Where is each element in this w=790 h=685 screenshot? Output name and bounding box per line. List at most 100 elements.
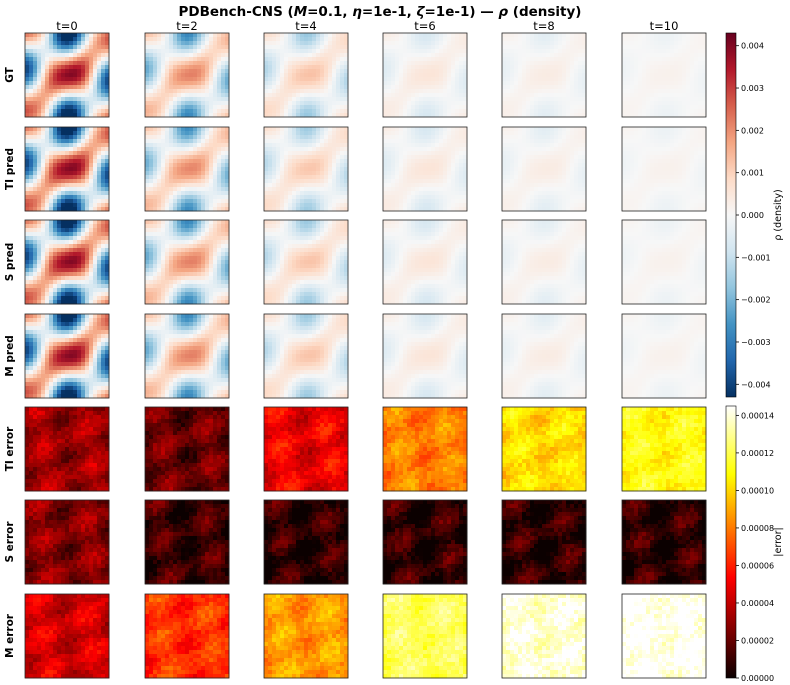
heatmap-cell bbox=[558, 77, 562, 81]
row-labels: GTTI predS predM predTI errorS errorM er… bbox=[4, 66, 16, 658]
heatmap-cell bbox=[97, 101, 101, 105]
heatmap-cell bbox=[221, 101, 225, 105]
heatmap-cell bbox=[89, 65, 93, 69]
heatmap-cell bbox=[534, 69, 538, 73]
heatmap-cell bbox=[638, 49, 642, 53]
heatmap-cell bbox=[25, 77, 29, 81]
heatmap-cell bbox=[506, 97, 510, 101]
heatmap-cell bbox=[650, 45, 654, 49]
heatmap-cell bbox=[193, 101, 197, 105]
heatmap-cell bbox=[97, 97, 101, 101]
heatmap-cell bbox=[73, 53, 77, 57]
heatmap-cell bbox=[332, 53, 336, 57]
heatmap-cell bbox=[340, 41, 344, 45]
heatmap-cell bbox=[145, 41, 149, 45]
heatmap-cell bbox=[29, 101, 33, 105]
row-label: M pred bbox=[4, 335, 16, 376]
heatmap-cell bbox=[61, 61, 65, 65]
heatmap-cell bbox=[157, 61, 161, 65]
heatmap-cell bbox=[153, 109, 157, 113]
heatmap-cell bbox=[570, 41, 574, 45]
heatmap-cell bbox=[566, 81, 570, 85]
heatmap-cell bbox=[678, 65, 682, 69]
heatmap-cell bbox=[312, 65, 316, 69]
heatmap-cell bbox=[201, 93, 205, 97]
heatmap-cell bbox=[316, 49, 320, 53]
heatmap-cell bbox=[312, 77, 316, 81]
heatmap-cell bbox=[169, 85, 173, 89]
heatmap-cell bbox=[101, 69, 105, 73]
heatmap-cell bbox=[89, 53, 93, 57]
heatmap-cell bbox=[332, 61, 336, 65]
heatmap-cell bbox=[510, 85, 514, 89]
heatmap-cell bbox=[686, 69, 690, 73]
heatmap-cell bbox=[574, 65, 578, 69]
heatmap-cell bbox=[538, 61, 542, 65]
heatmap-cell bbox=[340, 65, 344, 69]
heatmap-cell bbox=[324, 81, 328, 85]
heatmap-cell bbox=[419, 81, 423, 85]
heatmap-cell bbox=[534, 101, 538, 105]
heatmap-cell bbox=[682, 61, 686, 65]
heatmap-cell bbox=[666, 33, 670, 37]
heatmap-cell bbox=[522, 37, 526, 41]
heatmap-cell bbox=[49, 89, 53, 93]
heatmap-cell bbox=[638, 53, 642, 57]
heatmap-cell bbox=[662, 65, 666, 69]
heatmap-cell bbox=[522, 109, 526, 113]
heatmap-cell bbox=[169, 105, 173, 109]
heatmap-cell bbox=[435, 77, 439, 81]
heatmap-cell bbox=[264, 33, 268, 37]
heatmap-cell bbox=[578, 101, 582, 105]
heatmap-cell bbox=[264, 37, 268, 41]
heatmap-cell bbox=[85, 101, 89, 105]
heatmap-cell bbox=[300, 101, 304, 105]
heatmap-cell bbox=[578, 33, 582, 37]
heatmap-cell bbox=[57, 53, 61, 57]
heatmap-panel bbox=[264, 33, 348, 117]
heatmap-cell bbox=[395, 57, 399, 61]
heatmap-cell bbox=[670, 33, 674, 37]
heatmap-cell bbox=[336, 89, 340, 93]
heatmap-cell bbox=[340, 73, 344, 77]
heatmap-cell bbox=[173, 61, 177, 65]
heatmap-cell bbox=[169, 53, 173, 57]
heatmap-cell bbox=[49, 61, 53, 65]
heatmap-cell bbox=[93, 89, 97, 93]
heatmap-cell bbox=[49, 57, 53, 61]
heatmap-cell bbox=[33, 85, 37, 89]
heatmap-cell bbox=[666, 69, 670, 73]
heatmap-cell bbox=[149, 49, 153, 53]
heatmap-cell bbox=[435, 97, 439, 101]
heatmap-cell bbox=[149, 81, 153, 85]
heatmap-cell bbox=[217, 105, 221, 109]
heatmap-cell bbox=[272, 81, 276, 85]
heatmap-cell bbox=[201, 49, 205, 53]
heatmap-cell bbox=[658, 37, 662, 41]
heatmap-cell bbox=[284, 105, 288, 109]
heatmap-cell bbox=[530, 81, 534, 85]
heatmap-cell bbox=[284, 33, 288, 37]
heatmap-cell bbox=[284, 53, 288, 57]
heatmap-cell bbox=[423, 33, 427, 37]
heatmap-cell bbox=[81, 81, 85, 85]
heatmap-cell bbox=[427, 77, 431, 81]
heatmap-cell bbox=[550, 69, 554, 73]
heatmap-cell bbox=[280, 85, 284, 89]
heatmap-cell bbox=[157, 57, 161, 61]
heatmap-cell bbox=[686, 73, 690, 77]
heatmap-cell bbox=[443, 65, 447, 69]
heatmap-cell bbox=[93, 41, 97, 45]
heatmap-cell bbox=[626, 33, 630, 37]
heatmap-cell bbox=[296, 109, 300, 113]
heatmap-cell bbox=[49, 53, 53, 57]
heatmap-cell bbox=[324, 53, 328, 57]
heatmap-cell bbox=[694, 57, 698, 61]
heatmap-cell bbox=[459, 57, 463, 61]
heatmap-cell bbox=[530, 85, 534, 89]
heatmap-cell bbox=[181, 81, 185, 85]
heatmap-cell bbox=[157, 73, 161, 77]
heatmap-cell bbox=[542, 73, 546, 77]
heatmap-cell bbox=[514, 37, 518, 41]
heatmap-cell bbox=[300, 53, 304, 57]
